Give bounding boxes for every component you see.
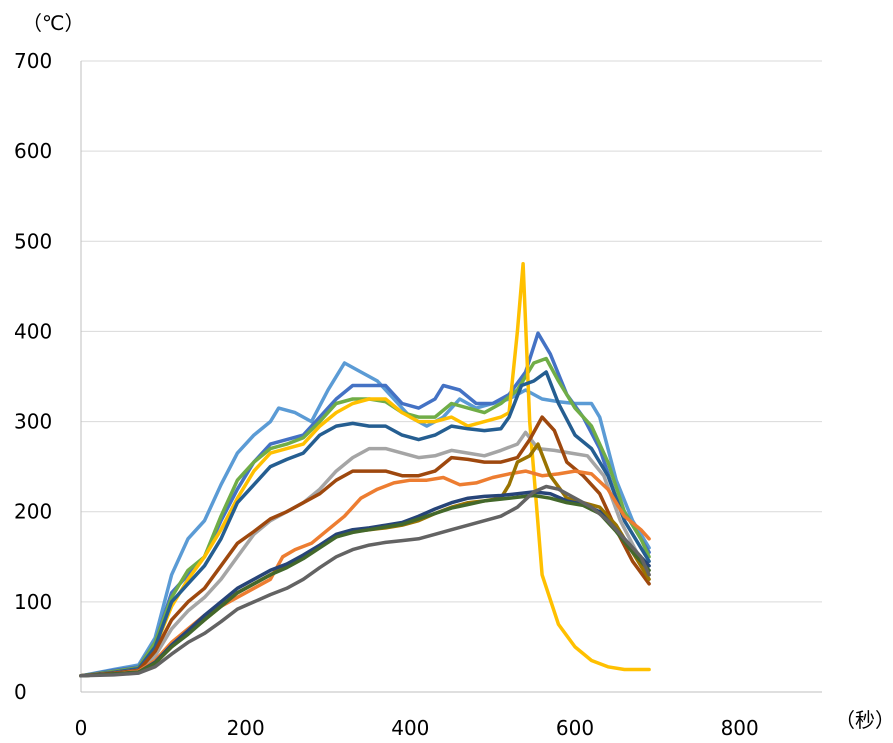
series-line-7 <box>79 415 651 678</box>
y-tick-label-500: 500 <box>14 229 52 253</box>
y-tick-label-700: 700 <box>14 49 52 73</box>
series-line-10 <box>79 490 651 678</box>
grid-layer <box>80 60 822 693</box>
series-layer <box>79 262 651 678</box>
series-line-11 <box>79 493 651 678</box>
series-line-2 <box>79 331 651 678</box>
x-tick-label-600: 600 <box>556 716 594 740</box>
series-line-5 <box>79 370 651 678</box>
series-line-3 <box>79 356 651 678</box>
series-line-4 <box>79 262 651 678</box>
x-tick-label-400: 400 <box>391 716 429 740</box>
x-axis-unit-label: （秒） <box>835 708 893 732</box>
y-tick-labels: 0 100 200 300 400 500 600 700 <box>14 49 52 704</box>
series-line-6 <box>79 430 651 678</box>
series-line-1 <box>79 361 651 678</box>
y-tick-label-0: 0 <box>14 680 27 704</box>
x-tick-label-200: 200 <box>227 716 265 740</box>
y-tick-label-400: 400 <box>14 319 52 343</box>
x-tick-label-0: 0 <box>75 716 88 740</box>
x-tick-label-800: 800 <box>721 716 759 740</box>
y-tick-label-200: 200 <box>14 500 52 524</box>
series-line-12 <box>79 484 651 678</box>
y-tick-label-600: 600 <box>14 139 52 163</box>
x-tick-labels: 0 200 400 600 800 <box>75 716 759 740</box>
y-tick-label-300: 300 <box>14 410 52 434</box>
y-tick-label-100: 100 <box>14 590 52 614</box>
y-axis-unit-label: （℃） <box>22 11 84 35</box>
